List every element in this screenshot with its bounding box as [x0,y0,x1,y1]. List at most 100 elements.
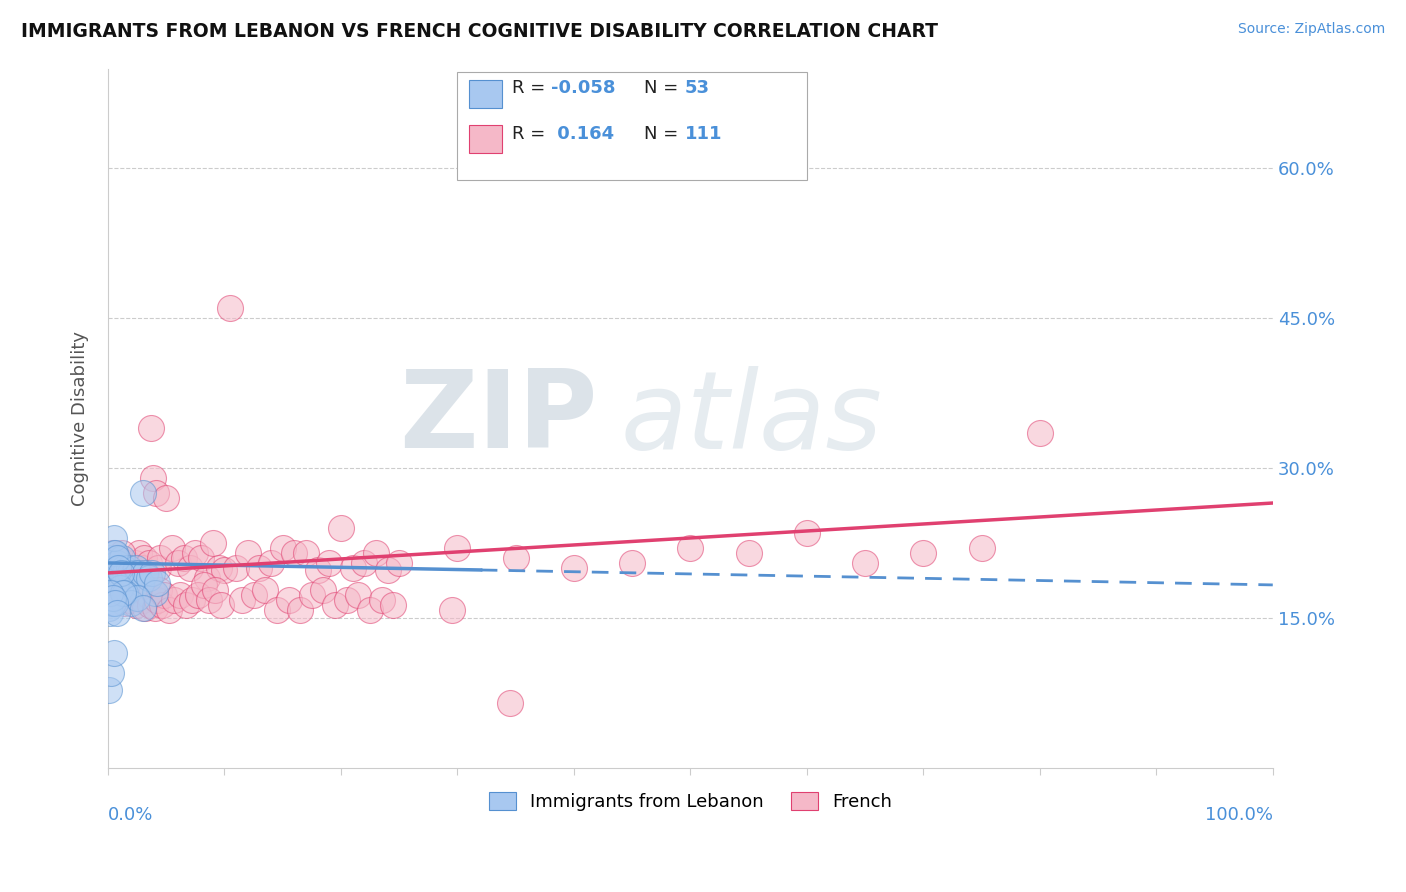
Point [169,588,191,602]
Point [145,486,167,500]
Point [219,301,242,316]
Point [105,553,128,567]
Text: N =: N = [644,125,683,143]
Point [312,582,335,597]
Point [121,561,143,575]
Point [98,586,121,600]
Point [440,603,463,617]
Point [120,581,142,595]
Point [105,556,128,570]
Bar [470,125,502,153]
Text: R =: R = [512,79,551,97]
Point [112,561,135,575]
Point [101,596,124,610]
Point [190,551,212,566]
Point [117,556,139,570]
Point [115,586,138,600]
Point [129,582,152,597]
Point [112,596,135,610]
Point [446,541,468,555]
Point [125,598,148,612]
Point [114,561,136,575]
Point [139,598,162,612]
Point [107,551,129,566]
Point [359,603,381,617]
Point [135,566,157,580]
Point [117,571,139,585]
Point [198,593,221,607]
Point [141,566,163,580]
Point [329,521,352,535]
Point [98,682,121,697]
Point [149,551,172,566]
Point [150,598,173,612]
Point [98,551,121,566]
Point [105,551,128,566]
Point [124,556,146,570]
Point [382,598,405,612]
Point [142,471,165,485]
Point [505,551,527,566]
Point [323,598,346,612]
Point [103,646,125,660]
Point [621,556,644,570]
Text: N =: N = [644,79,683,97]
Point [157,603,180,617]
Point [107,561,129,575]
Point [388,556,411,570]
Point [127,586,149,600]
Point [347,588,370,602]
Point [139,421,162,435]
Text: 0.164: 0.164 [551,125,614,143]
Point [105,566,128,580]
Point [105,566,128,580]
Point [342,561,364,575]
Point [132,593,155,607]
Point [100,591,122,605]
Y-axis label: Cognitive Disability: Cognitive Disability [72,331,89,506]
Point [112,586,135,600]
FancyBboxPatch shape [457,72,807,180]
Point [132,551,155,566]
Point [104,546,127,560]
Point [104,596,127,610]
Point [131,561,153,575]
Point [141,582,163,597]
Point [127,591,149,605]
Point [231,593,253,607]
Point [127,566,149,580]
Point [118,593,141,607]
Text: atlas: atlas [620,366,883,471]
Point [104,563,127,577]
Point [167,556,190,570]
Point [201,536,224,550]
Point [283,546,305,560]
Point [118,561,141,575]
Point [100,665,122,680]
Point [100,561,122,575]
Point [125,561,148,575]
Text: R =: R = [512,125,551,143]
Point [370,593,392,607]
Point [132,600,155,615]
Point [912,546,935,560]
Point [266,603,288,617]
Point [153,588,176,602]
Point [295,546,318,560]
Point [377,563,399,577]
Point [110,561,132,575]
Point [155,491,177,505]
Point [122,566,145,580]
Point [112,566,135,580]
Point [180,593,202,607]
Point [98,600,121,615]
Point [132,486,155,500]
Point [143,586,166,600]
Point [108,581,131,595]
Point [204,582,226,597]
Point [187,588,209,602]
Text: 53: 53 [685,79,710,97]
Point [108,561,131,575]
Point [146,561,169,575]
Point [120,566,142,580]
